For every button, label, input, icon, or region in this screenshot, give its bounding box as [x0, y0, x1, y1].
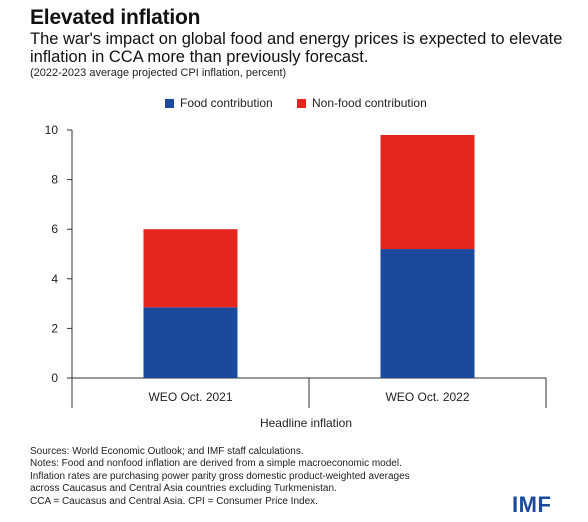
- footnote-notes: Notes: Food and nonfood inflation are de…: [30, 458, 402, 470]
- y-tick-label-10: 10: [45, 123, 59, 137]
- footnote-inflation-rates: Inflation rates are purchasing power par…: [30, 470, 410, 482]
- x-axis-title: Headline inflation: [260, 416, 352, 430]
- chart-legend: Food contribution Non-food contribution: [0, 96, 588, 114]
- footnote-sources: Sources: World Economic Outlook; and IMF…: [30, 446, 304, 457]
- legend-item-nonfood: Non-food contribution: [297, 96, 427, 110]
- bar-food-1: [380, 249, 475, 378]
- chart-units-note: (2022-2023 average projected CPI inflati…: [30, 67, 287, 79]
- y-tick-label-8: 8: [51, 173, 58, 187]
- y-tick-label-6: 6: [51, 222, 58, 236]
- chart-title: Elevated inflation: [30, 6, 201, 29]
- x-tick-label-1: WEO Oct. 2022: [385, 390, 469, 404]
- x-tick-label-0: WEO Oct. 2021: [148, 390, 232, 404]
- footnote-countries: across Caucasus and Central Asia countri…: [30, 483, 337, 495]
- legend-swatch-nonfood: [297, 98, 306, 108]
- stacked-bar-chart: 0 2 4 6 8 10 WEO Oct. 2021 WEO Oct. 2022 Headlin…: [45, 123, 547, 430]
- footnotes: Sources: World Economic Outlook; and IMF…: [30, 446, 480, 508]
- bar-nonfood-1: [380, 134, 475, 250]
- y-tick-label-0: 0: [51, 371, 58, 385]
- chart-subtitle: The war's impact on global food and ener…: [30, 30, 563, 66]
- legend-label-nonfood: Non-food contribution: [312, 96, 427, 110]
- y-tick-label-4: 4: [51, 272, 58, 286]
- imf-logo: IMF: [512, 492, 552, 517]
- legend-swatch-food: [165, 98, 174, 108]
- legend-label-food: Food contribution: [180, 96, 273, 110]
- bar-nonfood-0: [143, 229, 238, 308]
- footnote-abbreviations: CCA = Caucasus and Central Asia. CPI = C…: [30, 495, 318, 507]
- y-tick-label-2: 2: [51, 321, 58, 335]
- bar-food-0: [143, 307, 238, 378]
- legend-item-food: Food contribution: [165, 96, 273, 110]
